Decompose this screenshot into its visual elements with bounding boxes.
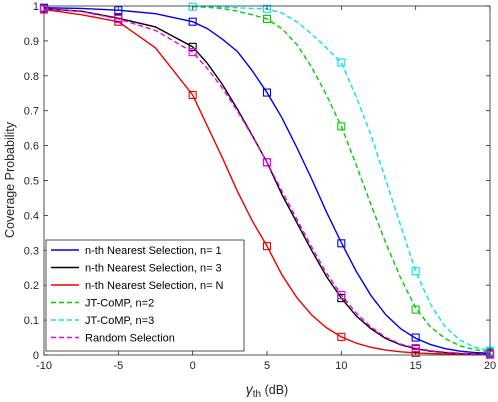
y-tick-label: 0 (33, 350, 39, 362)
series-3-marker (411, 348, 420, 357)
legend-label-2: n-th Nearest Selection, n= 3 (85, 263, 222, 275)
tick-layer: -10 -5 0 5 10 15 20 0 0.1 0.2 0.3 0.4 0.5 0.6 0.7 0.8 0.… (24, 1, 496, 372)
legend: n-th Nearest Selection, n= 1 n-th Nearest… (45, 239, 245, 352)
series-6-marker (114, 14, 123, 23)
y-tick-label: 0.4 (24, 210, 39, 222)
series-4-marker (411, 305, 420, 314)
series-line-4 (192, 6, 491, 353)
series-5-marker (337, 58, 346, 67)
series-3-marker (188, 90, 197, 100)
series-line-5 (192, 5, 491, 352)
x-axis-label: γth (dB) (246, 381, 288, 400)
series-2-marker (188, 42, 197, 51)
x-tick-label: 15 (410, 360, 422, 372)
series-4-marker (337, 122, 346, 131)
y-axis-label: Coverage Probability (3, 121, 17, 238)
series-3-marker (262, 242, 272, 251)
legend-label-6: Random Selection (85, 333, 175, 345)
x-tick-label: 10 (335, 360, 347, 372)
x-tick-label: -10 (36, 360, 52, 372)
x-axis-label-symbol: γ (246, 381, 254, 397)
marker-layer (39, 2, 495, 359)
series-6-marker (337, 290, 346, 300)
legend-label-1: n-th Nearest Selection, n= 1 (85, 245, 222, 257)
series-4-marker (262, 14, 272, 23)
y-tick-label: 0.9 (24, 36, 39, 48)
x-tick-label: 20 (484, 360, 496, 372)
legend-label-4: JT-CoMP, n=2 (85, 298, 154, 310)
legend-label-5: JT-CoMP, n=3 (85, 315, 154, 327)
y-tick-label: 0.3 (24, 245, 39, 257)
series-1-marker (262, 88, 272, 97)
x-axis-label-unit: (dB) (261, 383, 288, 397)
series-line-1 (43, 7, 491, 354)
legend-box (45, 239, 245, 352)
series-layer (43, 5, 491, 356)
series-6-marker (262, 158, 272, 167)
legend-label-3: n-th Nearest Selection, n= N (85, 280, 224, 292)
series-5-marker (188, 2, 197, 11)
y-tick-label: 0.7 (24, 106, 39, 118)
y-tick-label: 0.2 (24, 280, 39, 292)
series-line-3 (43, 8, 490, 356)
y-tick-label: 1 (33, 1, 39, 13)
series-3-marker (337, 332, 346, 341)
x-tick-label: 0 (190, 360, 196, 372)
x-tick-label: -5 (113, 360, 123, 372)
series-line-6 (43, 8, 491, 355)
y-tick-label: 0.5 (24, 176, 39, 188)
series-5-marker (262, 4, 272, 13)
y-tick-label: 0.8 (24, 71, 39, 83)
series-1-marker (337, 239, 346, 248)
series-line-2 (43, 8, 491, 355)
series-1-marker (411, 333, 420, 342)
series-1-marker (188, 17, 197, 26)
x-axis-label-subscript: th (253, 389, 261, 400)
x-tick-label: 5 (264, 360, 270, 372)
y-tick-label: 0.1 (24, 315, 39, 327)
series-5-marker (411, 267, 420, 276)
y-tick-label: 0.6 (24, 141, 39, 153)
series-6-marker (188, 48, 197, 57)
